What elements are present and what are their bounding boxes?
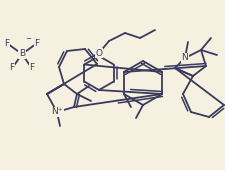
Text: F: F (34, 38, 40, 47)
Text: O: O (95, 48, 103, 57)
Text: B: B (19, 49, 25, 58)
Text: F: F (9, 64, 15, 72)
Text: −: − (25, 36, 31, 42)
Text: N: N (182, 54, 188, 63)
Text: N⁺: N⁺ (51, 107, 63, 116)
Text: F: F (4, 38, 9, 47)
Text: F: F (29, 64, 35, 72)
